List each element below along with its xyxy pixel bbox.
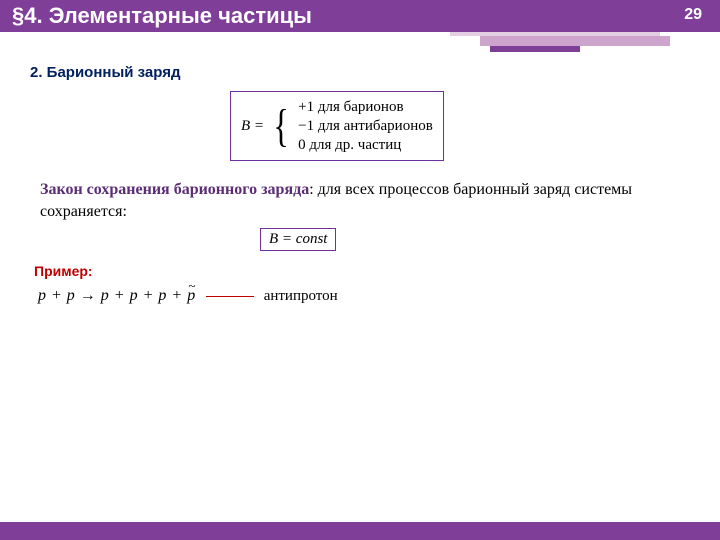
baryon-number-definition: B = { +1 для барионов −1 для антибарионо… [230,91,444,161]
reaction-line: p + p → p + p + p + p антипротон [38,287,690,305]
header-deco-2 [480,36,670,46]
footer-bar [0,522,720,540]
annotation-text: антипротон [264,288,338,305]
example-label: Пример: [34,263,690,279]
header-deco-3 [490,46,580,52]
reaction-expression: p + p → p + p + p + p [38,287,196,305]
case-3: 0 для др. частиц [298,136,433,155]
antiproton-symbol: p [187,287,196,305]
reaction-rhs-prefix: p + p + p + [101,287,187,304]
brace-icon: { [273,103,288,149]
conservation-law-text: Закон сохранения барионного заряда: для … [40,179,686,222]
case-2: −1 для антибарионов [298,117,433,136]
header-title-bar: §4. Элементарные частицы [0,0,410,32]
reaction-lhs: p + p [38,287,75,304]
page-title: §4. Элементарные частицы [12,3,312,29]
section-subheading: 2. Барионный заряд [30,64,690,81]
reaction-arrow-icon: → [80,287,97,304]
law-term: Закон сохранения барионного заряда [40,181,309,198]
const-expr: B = const [269,231,327,247]
annotation-line [206,296,254,298]
case-1: +1 для барионов [298,98,433,117]
page-number: 29 [684,6,702,24]
formula-lhs: B = [241,118,264,135]
b-const-box: B = const [260,228,336,251]
